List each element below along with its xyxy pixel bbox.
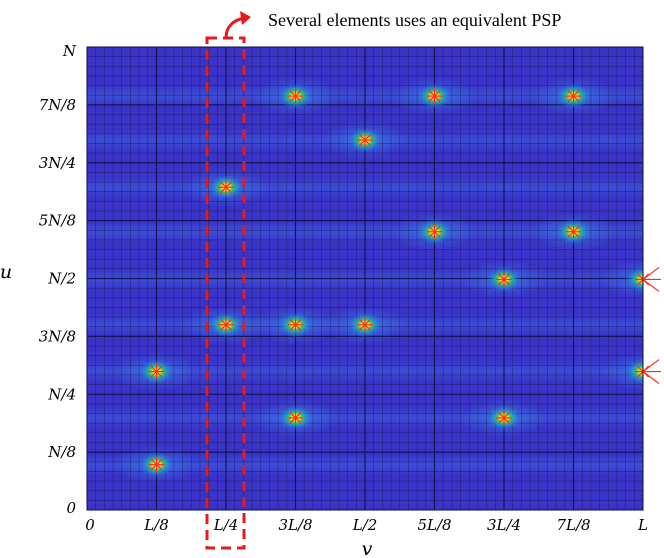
edge-markers: [642, 266, 661, 385]
peak-cross-10: [496, 271, 512, 288]
cross-stroke: [220, 181, 232, 194]
y-tick-label: 3N/8: [39, 327, 76, 345]
peak-16: [625, 358, 643, 385]
x-tick-label: L/2: [352, 516, 378, 534]
peak-cross-5: [287, 316, 304, 333]
y-tick-label: 5N/8: [39, 212, 76, 230]
plot-frame: [86, 46, 644, 511]
peak-cross-1: [148, 456, 165, 473]
cross-stroke: [498, 273, 510, 286]
peak-cross-17: [357, 316, 373, 333]
annotation-text: Several elements uses an equivalent PSP: [268, 10, 561, 30]
cross-stroke: [220, 318, 232, 331]
x-tick-label: 5L/8: [417, 516, 451, 534]
x-tick-label: L/4: [213, 516, 239, 534]
cross-stroke: [428, 225, 441, 238]
y-tick-labels: 0 N/8 N/4 3N/8 N/2 5N/8 3N/4 7N/8 N: [39, 42, 77, 517]
edge-marker-stroke: [642, 371, 660, 385]
peak-cross-2: [148, 363, 165, 380]
x-tick-label: 0: [85, 516, 95, 534]
x-tick-label: 3L/8: [278, 516, 312, 534]
peak-cross-7: [287, 88, 304, 105]
x-tick-label: 7L/8: [556, 516, 590, 534]
peak-cross-9: [426, 223, 443, 240]
cross-stroke: [359, 134, 371, 147]
peak-cross-3: [218, 316, 234, 333]
x-tick-labels: 0 L/8 L/4 3L/8 L/2 5L/8 3L/4 7L/8 L: [85, 516, 648, 534]
peak-cross-12: [565, 223, 582, 240]
cross-stroke: [150, 365, 163, 378]
x-axis-label: v: [362, 538, 373, 558]
peak-cross-11: [496, 409, 512, 426]
y-tick-label: N/4: [47, 385, 76, 403]
cross-stroke: [498, 411, 510, 424]
edge-marker-stroke: [642, 278, 660, 292]
peak-cross-8: [357, 132, 373, 149]
cross-stroke: [567, 90, 580, 103]
edge-marker-stroke: [642, 359, 660, 373]
cross-stroke: [428, 90, 441, 103]
cross-stroke: [289, 90, 302, 103]
x-tick-label: L/8: [143, 516, 169, 534]
x-tick-label: L: [637, 516, 648, 534]
edge-marker-2: [642, 359, 661, 385]
cross-stroke: [567, 225, 580, 238]
cross-stroke: [150, 458, 163, 471]
grid-lines: [87, 47, 643, 510]
y-tick-label: 7N/8: [39, 96, 76, 114]
edge-marker-1: [642, 266, 661, 292]
y-axis-label: u: [0, 261, 12, 283]
y-tick-label: N/2: [47, 270, 76, 288]
y-tick-label: N: [62, 42, 77, 60]
peak-cross-14: [565, 88, 582, 105]
cross-stroke: [289, 411, 302, 424]
peak-cross-6: [287, 409, 304, 426]
peak-cross-13: [426, 88, 443, 105]
y-tick-label: 3N/4: [39, 154, 76, 172]
highlight-arrow: [224, 16, 245, 39]
edge-marker-stroke: [642, 266, 660, 280]
x-tick-label: 3L/4: [487, 516, 521, 534]
y-tick-label: N/8: [47, 443, 76, 461]
peak-cross-4: [218, 179, 234, 196]
y-tick-label: 0: [66, 499, 76, 517]
cross-stroke: [289, 318, 302, 331]
cross-stroke: [359, 318, 371, 331]
highlight-arrowhead: [240, 11, 251, 25]
peak-15: [625, 266, 643, 293]
